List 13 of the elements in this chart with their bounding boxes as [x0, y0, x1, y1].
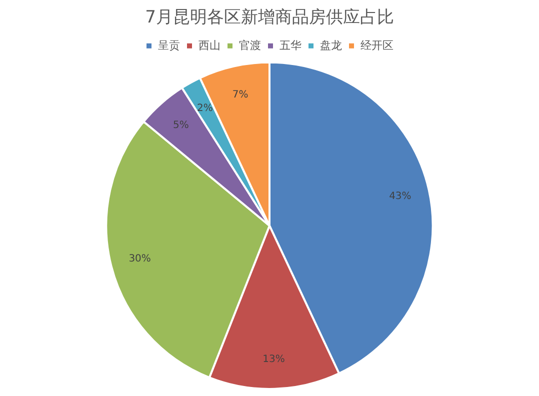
legend-label: 呈贡 — [158, 38, 180, 52]
data-label: 2% — [197, 102, 213, 114]
legend-label: 五华 — [280, 38, 302, 52]
data-label: 7% — [232, 90, 248, 101]
legend-label: 经开区 — [360, 38, 394, 52]
data-label: 43% — [389, 191, 412, 202]
legend-label: 盘龙 — [320, 38, 342, 52]
legend-label: 官渡 — [239, 38, 261, 52]
data-label: 13% — [262, 354, 285, 366]
data-label: 5% — [173, 120, 189, 131]
legend-label: 西山 — [198, 38, 220, 52]
data-label: 30% — [128, 254, 151, 265]
chart-title: 7月昆明各区新增商品房供应占比 — [145, 8, 394, 28]
